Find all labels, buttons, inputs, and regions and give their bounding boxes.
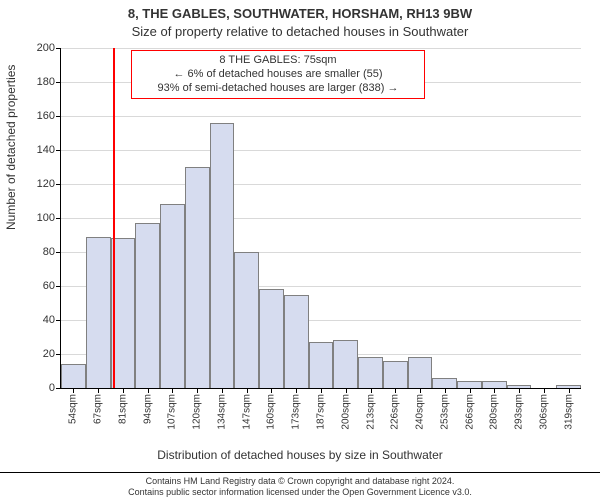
xtick-label: 226sqm xyxy=(390,394,401,430)
xtick-mark xyxy=(148,388,149,393)
xtick-label: 200sqm xyxy=(340,394,351,430)
chart-title-main: 8, THE GABLES, SOUTHWATER, HORSHAM, RH13… xyxy=(0,6,600,21)
ytick-label: 140 xyxy=(37,144,55,156)
footer-line1: Contains HM Land Registry data © Crown c… xyxy=(0,476,600,487)
xtick-mark xyxy=(172,388,173,393)
xtick-label: 319sqm xyxy=(563,394,574,430)
xtick-label: 280sqm xyxy=(489,394,500,430)
xtick-mark xyxy=(346,388,347,393)
xtick-label: 187sqm xyxy=(316,394,327,430)
ytick-mark xyxy=(56,320,61,321)
chart-title-sub: Size of property relative to detached ho… xyxy=(0,24,600,39)
ytick-label: 160 xyxy=(37,110,55,122)
ytick-label: 0 xyxy=(49,382,55,394)
xtick-label: 173sqm xyxy=(291,394,302,430)
ytick-mark xyxy=(56,354,61,355)
xtick-mark xyxy=(197,388,198,393)
histogram-bar xyxy=(185,167,210,388)
xtick-label: 94sqm xyxy=(142,394,153,424)
annotation-line1: 8 THE GABLES: 75sqm xyxy=(138,54,418,68)
histogram-bar xyxy=(234,252,259,388)
xtick-mark xyxy=(445,388,446,393)
xtick-mark xyxy=(544,388,545,393)
histogram-bar xyxy=(135,223,160,388)
xtick-mark xyxy=(321,388,322,393)
histogram-bar xyxy=(210,123,235,388)
xtick-label: 160sqm xyxy=(266,394,277,430)
histogram-bar xyxy=(482,381,507,388)
xtick-label: 253sqm xyxy=(439,394,450,430)
xtick-mark xyxy=(519,388,520,393)
xtick-mark xyxy=(569,388,570,393)
xtick-label: 54sqm xyxy=(68,394,79,424)
xtick-label: 147sqm xyxy=(241,394,252,430)
annotation-line2: ← 6% of detached houses are smaller (55) xyxy=(138,68,418,82)
xtick-label: 134sqm xyxy=(216,394,227,430)
xtick-mark xyxy=(123,388,124,393)
xtick-mark xyxy=(222,388,223,393)
x-axis-label: Distribution of detached houses by size … xyxy=(0,448,600,462)
ytick-mark xyxy=(56,82,61,83)
annotation-box: 8 THE GABLES: 75sqm ← 6% of detached hou… xyxy=(131,50,425,99)
xtick-label: 240sqm xyxy=(415,394,426,430)
xtick-label: 266sqm xyxy=(464,394,475,430)
xtick-label: 107sqm xyxy=(167,394,178,430)
xtick-mark xyxy=(271,388,272,393)
histogram-bar xyxy=(383,361,408,388)
ytick-mark xyxy=(56,388,61,389)
xtick-mark xyxy=(73,388,74,393)
xtick-label: 306sqm xyxy=(538,394,549,430)
ytick-mark xyxy=(56,184,61,185)
plot-area: 02040608010012014016018020054sqm67sqm81s… xyxy=(60,48,581,389)
ytick-mark xyxy=(56,116,61,117)
ytick-mark xyxy=(56,252,61,253)
xtick-label: 293sqm xyxy=(514,394,525,430)
ytick-label: 100 xyxy=(37,212,55,224)
ytick-label: 120 xyxy=(37,178,55,190)
xtick-mark xyxy=(420,388,421,393)
xtick-mark xyxy=(395,388,396,393)
ytick-label: 60 xyxy=(43,280,55,292)
histogram-bar xyxy=(432,378,457,388)
xtick-label: 120sqm xyxy=(192,394,203,430)
xtick-mark xyxy=(247,388,248,393)
reference-line xyxy=(113,48,115,388)
footer-attribution: Contains HM Land Registry data © Crown c… xyxy=(0,472,600,498)
grid-line xyxy=(61,184,581,185)
ytick-label: 80 xyxy=(43,246,55,258)
histogram-bar xyxy=(284,295,309,389)
xtick-label: 213sqm xyxy=(365,394,376,430)
histogram-bar xyxy=(61,364,86,388)
xtick-label: 67sqm xyxy=(93,394,104,424)
histogram-bar xyxy=(457,381,482,388)
ytick-mark xyxy=(56,218,61,219)
histogram-bar xyxy=(259,289,284,388)
histogram-bar xyxy=(333,340,358,388)
annotation-line3: 93% of semi-detached houses are larger (… xyxy=(138,82,418,96)
grid-line xyxy=(61,116,581,117)
ytick-mark xyxy=(56,48,61,49)
xtick-mark xyxy=(98,388,99,393)
ytick-label: 40 xyxy=(43,314,55,326)
xtick-mark xyxy=(494,388,495,393)
footer-line2: Contains public sector information licen… xyxy=(0,487,600,498)
grid-line xyxy=(61,48,581,49)
histogram-bar xyxy=(309,342,334,388)
xtick-mark xyxy=(371,388,372,393)
ytick-label: 20 xyxy=(43,348,55,360)
ytick-mark xyxy=(56,286,61,287)
ytick-label: 180 xyxy=(37,76,55,88)
histogram-bar xyxy=(358,357,383,388)
y-axis-label: Number of detached properties xyxy=(4,65,18,230)
grid-line xyxy=(61,150,581,151)
histogram-bar xyxy=(408,357,433,388)
histogram-bar xyxy=(160,204,185,388)
xtick-mark xyxy=(470,388,471,393)
ytick-label: 200 xyxy=(37,42,55,54)
histogram-bar xyxy=(86,237,111,388)
xtick-label: 81sqm xyxy=(117,394,128,424)
ytick-mark xyxy=(56,150,61,151)
grid-line xyxy=(61,218,581,219)
xtick-mark xyxy=(296,388,297,393)
